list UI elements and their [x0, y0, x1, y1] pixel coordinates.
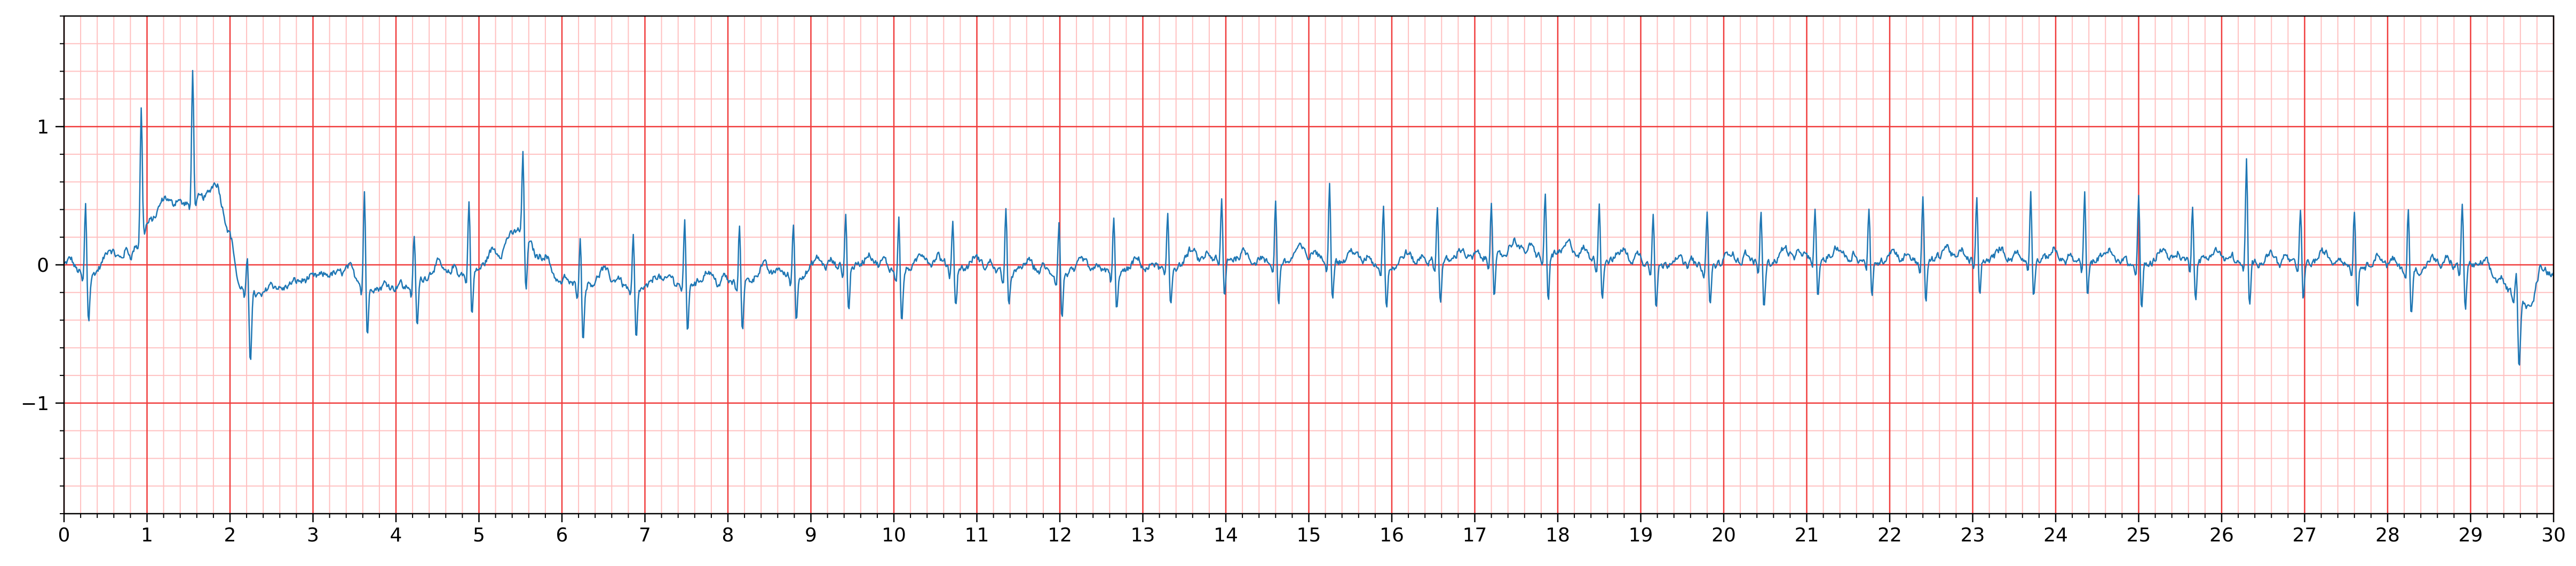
x-tick-label: 4 [390, 524, 402, 546]
x-tick-label: 8 [722, 524, 734, 546]
x-tick-label: 6 [556, 524, 568, 546]
x-tick-label: 23 [1961, 524, 1985, 546]
y-tick-label: 0 [37, 255, 49, 277]
x-tick-label: 27 [2293, 524, 2317, 546]
x-tick-label: 10 [882, 524, 906, 546]
x-tick-label: 20 [1711, 524, 1736, 546]
x-tick-label: 24 [2043, 524, 2068, 546]
x-tick-label: 17 [1463, 524, 1487, 546]
x-tick-label: 9 [805, 524, 817, 546]
ecg-trace [63, 69, 2555, 366]
x-tick-label: 25 [2127, 524, 2151, 546]
x-tick-label: 29 [2459, 524, 2483, 546]
x-tick-label: 5 [473, 524, 485, 546]
x-tick-label: 15 [1297, 524, 1321, 546]
x-axis: 0 1 2 3 4 5 6 7 8 9 10 11 12 13 14 15 16 17 18 19 20 21 22 23 24… [58, 514, 2566, 546]
x-tick-label: 1 [141, 524, 153, 546]
x-tick-label: 16 [1380, 524, 1404, 546]
x-tick-label: 7 [639, 524, 651, 546]
y-axis: −1 0 1 [21, 15, 64, 514]
x-tick-label: 21 [1795, 524, 1819, 546]
ecg-trace-layer [63, 69, 2555, 366]
x-tick-label: 14 [1214, 524, 1238, 546]
x-tick-label: 3 [307, 524, 319, 546]
x-tick-label: 18 [1545, 524, 1570, 546]
x-tick-label: 11 [965, 524, 989, 546]
x-tick-label: 19 [1629, 524, 1653, 546]
x-tick-label: 12 [1048, 524, 1072, 546]
x-tick-label: 26 [2209, 524, 2234, 546]
x-tick-label: 28 [2375, 524, 2400, 546]
x-tick-label: 2 [224, 524, 236, 546]
x-tick-label: 0 [58, 524, 70, 546]
x-tick-label: 30 [2541, 524, 2566, 546]
y-tick-label: 1 [37, 116, 49, 138]
x-tick-label: 13 [1131, 524, 1155, 546]
y-tick-label: −1 [21, 393, 49, 415]
x-tick-label: 22 [1877, 524, 1902, 546]
